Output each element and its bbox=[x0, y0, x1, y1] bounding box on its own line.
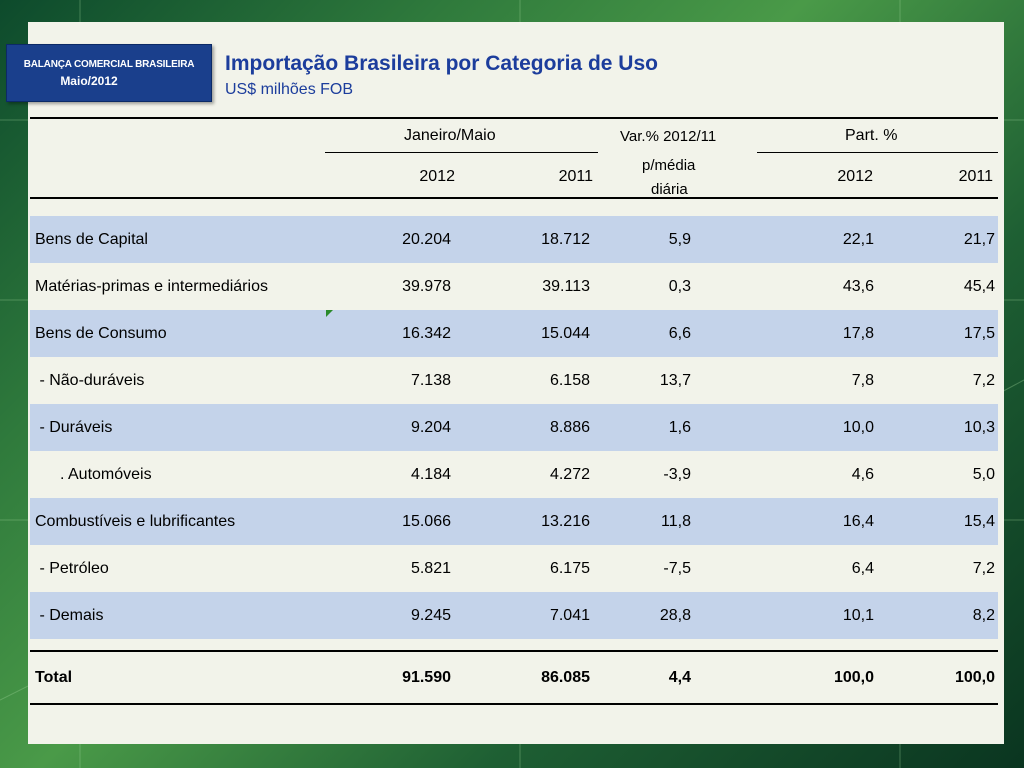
cell-part-2011: 17,5 bbox=[963, 325, 995, 342]
col-period-2011: 2011 bbox=[558, 168, 593, 185]
cell-part-2012: 43,6 bbox=[842, 278, 874, 295]
cell-value-2012: 9.204 bbox=[410, 419, 451, 436]
cell-var: -7,5 bbox=[663, 560, 691, 577]
col-group-part: Part. % bbox=[845, 127, 898, 144]
cell-value-2012: 7.138 bbox=[410, 372, 451, 389]
cell-part-2012: 10,1 bbox=[842, 607, 874, 624]
page-title: Importação Brasileira por Categoria de U… bbox=[225, 52, 658, 75]
col-part-2011: 2011 bbox=[958, 168, 993, 185]
cell-value-2012: 20.204 bbox=[402, 231, 451, 248]
total-value-2012: 91.590 bbox=[402, 669, 451, 686]
col-var-line2: p/média bbox=[642, 157, 696, 174]
cell-part-2012: 10,0 bbox=[842, 419, 874, 436]
cell-part-2011: 7,2 bbox=[972, 372, 995, 389]
total-part-2012: 100,0 bbox=[833, 669, 874, 686]
cell-part-2011: 5,0 bbox=[972, 466, 995, 483]
cell-var: 28,8 bbox=[659, 607, 691, 624]
cell-part-2011: 45,4 bbox=[963, 278, 995, 295]
cell-part-2012: 16,4 bbox=[842, 513, 874, 530]
col-part-2012: 2012 bbox=[837, 168, 873, 185]
cell-value-2011: 15.044 bbox=[541, 325, 590, 342]
row-band bbox=[30, 216, 998, 263]
total-part-2011: 100,0 bbox=[954, 669, 995, 686]
cell-part-2011: 7,2 bbox=[972, 560, 995, 577]
total-value-2011: 86.085 bbox=[541, 669, 590, 686]
period-group-rule bbox=[325, 152, 598, 153]
cell-value-2011: 6.175 bbox=[549, 560, 590, 577]
cell-value-2011: 4.272 bbox=[549, 466, 590, 483]
cell-part-2011: 10,3 bbox=[963, 419, 995, 436]
row-band bbox=[30, 498, 998, 545]
cell-var: 13,7 bbox=[659, 372, 691, 389]
cell-var: 1,6 bbox=[668, 419, 691, 436]
cell-value-2012: 5.821 bbox=[410, 560, 451, 577]
row-label: - Petróleo bbox=[35, 560, 109, 577]
cell-value-2011: 7.041 bbox=[549, 607, 590, 624]
row-label: Combustíveis e lubrificantes bbox=[35, 513, 236, 530]
page-subtitle: US$ milhões FOB bbox=[225, 81, 354, 98]
cell-value-2012: 15.066 bbox=[402, 513, 451, 530]
header-bottom-rule bbox=[30, 197, 998, 199]
row-label: - Demais bbox=[35, 607, 104, 624]
cell-var: -3,9 bbox=[663, 466, 691, 483]
report-badge: BALANÇA COMERCIAL BRASILEIRA Maio/2012 bbox=[6, 44, 212, 102]
cell-value-2012: 16.342 bbox=[402, 325, 451, 342]
col-period-2012: 2012 bbox=[419, 168, 455, 185]
badge-subtitle: Maio/2012 bbox=[60, 74, 118, 88]
cell-var: 6,6 bbox=[668, 325, 691, 342]
cell-part-2011: 21,7 bbox=[963, 231, 995, 248]
cell-value-2012: 9.245 bbox=[410, 607, 451, 624]
cell-value-2011: 39.113 bbox=[542, 278, 590, 295]
cell-part-2012: 7,8 bbox=[851, 372, 874, 389]
col-var-line3: diária bbox=[651, 181, 688, 198]
cell-var: 5,9 bbox=[668, 231, 691, 248]
row-label: - Duráveis bbox=[35, 419, 113, 436]
row-label: - Não-duráveis bbox=[35, 372, 145, 389]
cell-value-2011: 8.886 bbox=[549, 419, 590, 436]
cell-var: 11,8 bbox=[661, 513, 691, 530]
row-label: Matérias-primas e intermediários bbox=[35, 278, 268, 295]
row-band bbox=[30, 404, 998, 451]
cell-value-2011: 18.712 bbox=[541, 231, 590, 248]
table-top-rule bbox=[30, 117, 998, 119]
col-group-period: Janeiro/Maio bbox=[404, 127, 496, 144]
total-top-rule bbox=[30, 650, 998, 652]
cell-value-2012: 39.978 bbox=[402, 278, 451, 295]
cell-part-2012: 17,8 bbox=[842, 325, 874, 342]
cell-part-2012: 22,1 bbox=[842, 231, 874, 248]
cell-var: 0,3 bbox=[668, 278, 691, 295]
badge-title: BALANÇA COMERCIAL BRASILEIRA bbox=[23, 59, 195, 70]
cell-value-2011: 6.158 bbox=[549, 372, 590, 389]
cell-value-2012: 4.184 bbox=[410, 466, 451, 483]
total-label: Total bbox=[35, 669, 73, 686]
part-group-rule bbox=[757, 152, 998, 153]
cell-value-2011: 13.216 bbox=[541, 513, 590, 530]
corner-marker bbox=[326, 310, 333, 317]
col-var-line1: Var.% 2012/11 bbox=[620, 128, 717, 145]
row-band bbox=[30, 592, 998, 639]
row-band bbox=[30, 310, 998, 357]
cell-part-2011: 15,4 bbox=[963, 513, 995, 530]
cell-part-2012: 6,4 bbox=[851, 560, 874, 577]
row-label: Bens de Consumo bbox=[35, 325, 167, 342]
row-label: Bens de Capital bbox=[35, 231, 148, 248]
cell-part-2012: 4,6 bbox=[851, 466, 874, 483]
total-var: 4,4 bbox=[668, 669, 691, 686]
row-label: . Automóveis bbox=[60, 466, 152, 483]
cell-part-2011: 8,2 bbox=[972, 607, 995, 624]
table-bottom-rule bbox=[30, 703, 998, 705]
